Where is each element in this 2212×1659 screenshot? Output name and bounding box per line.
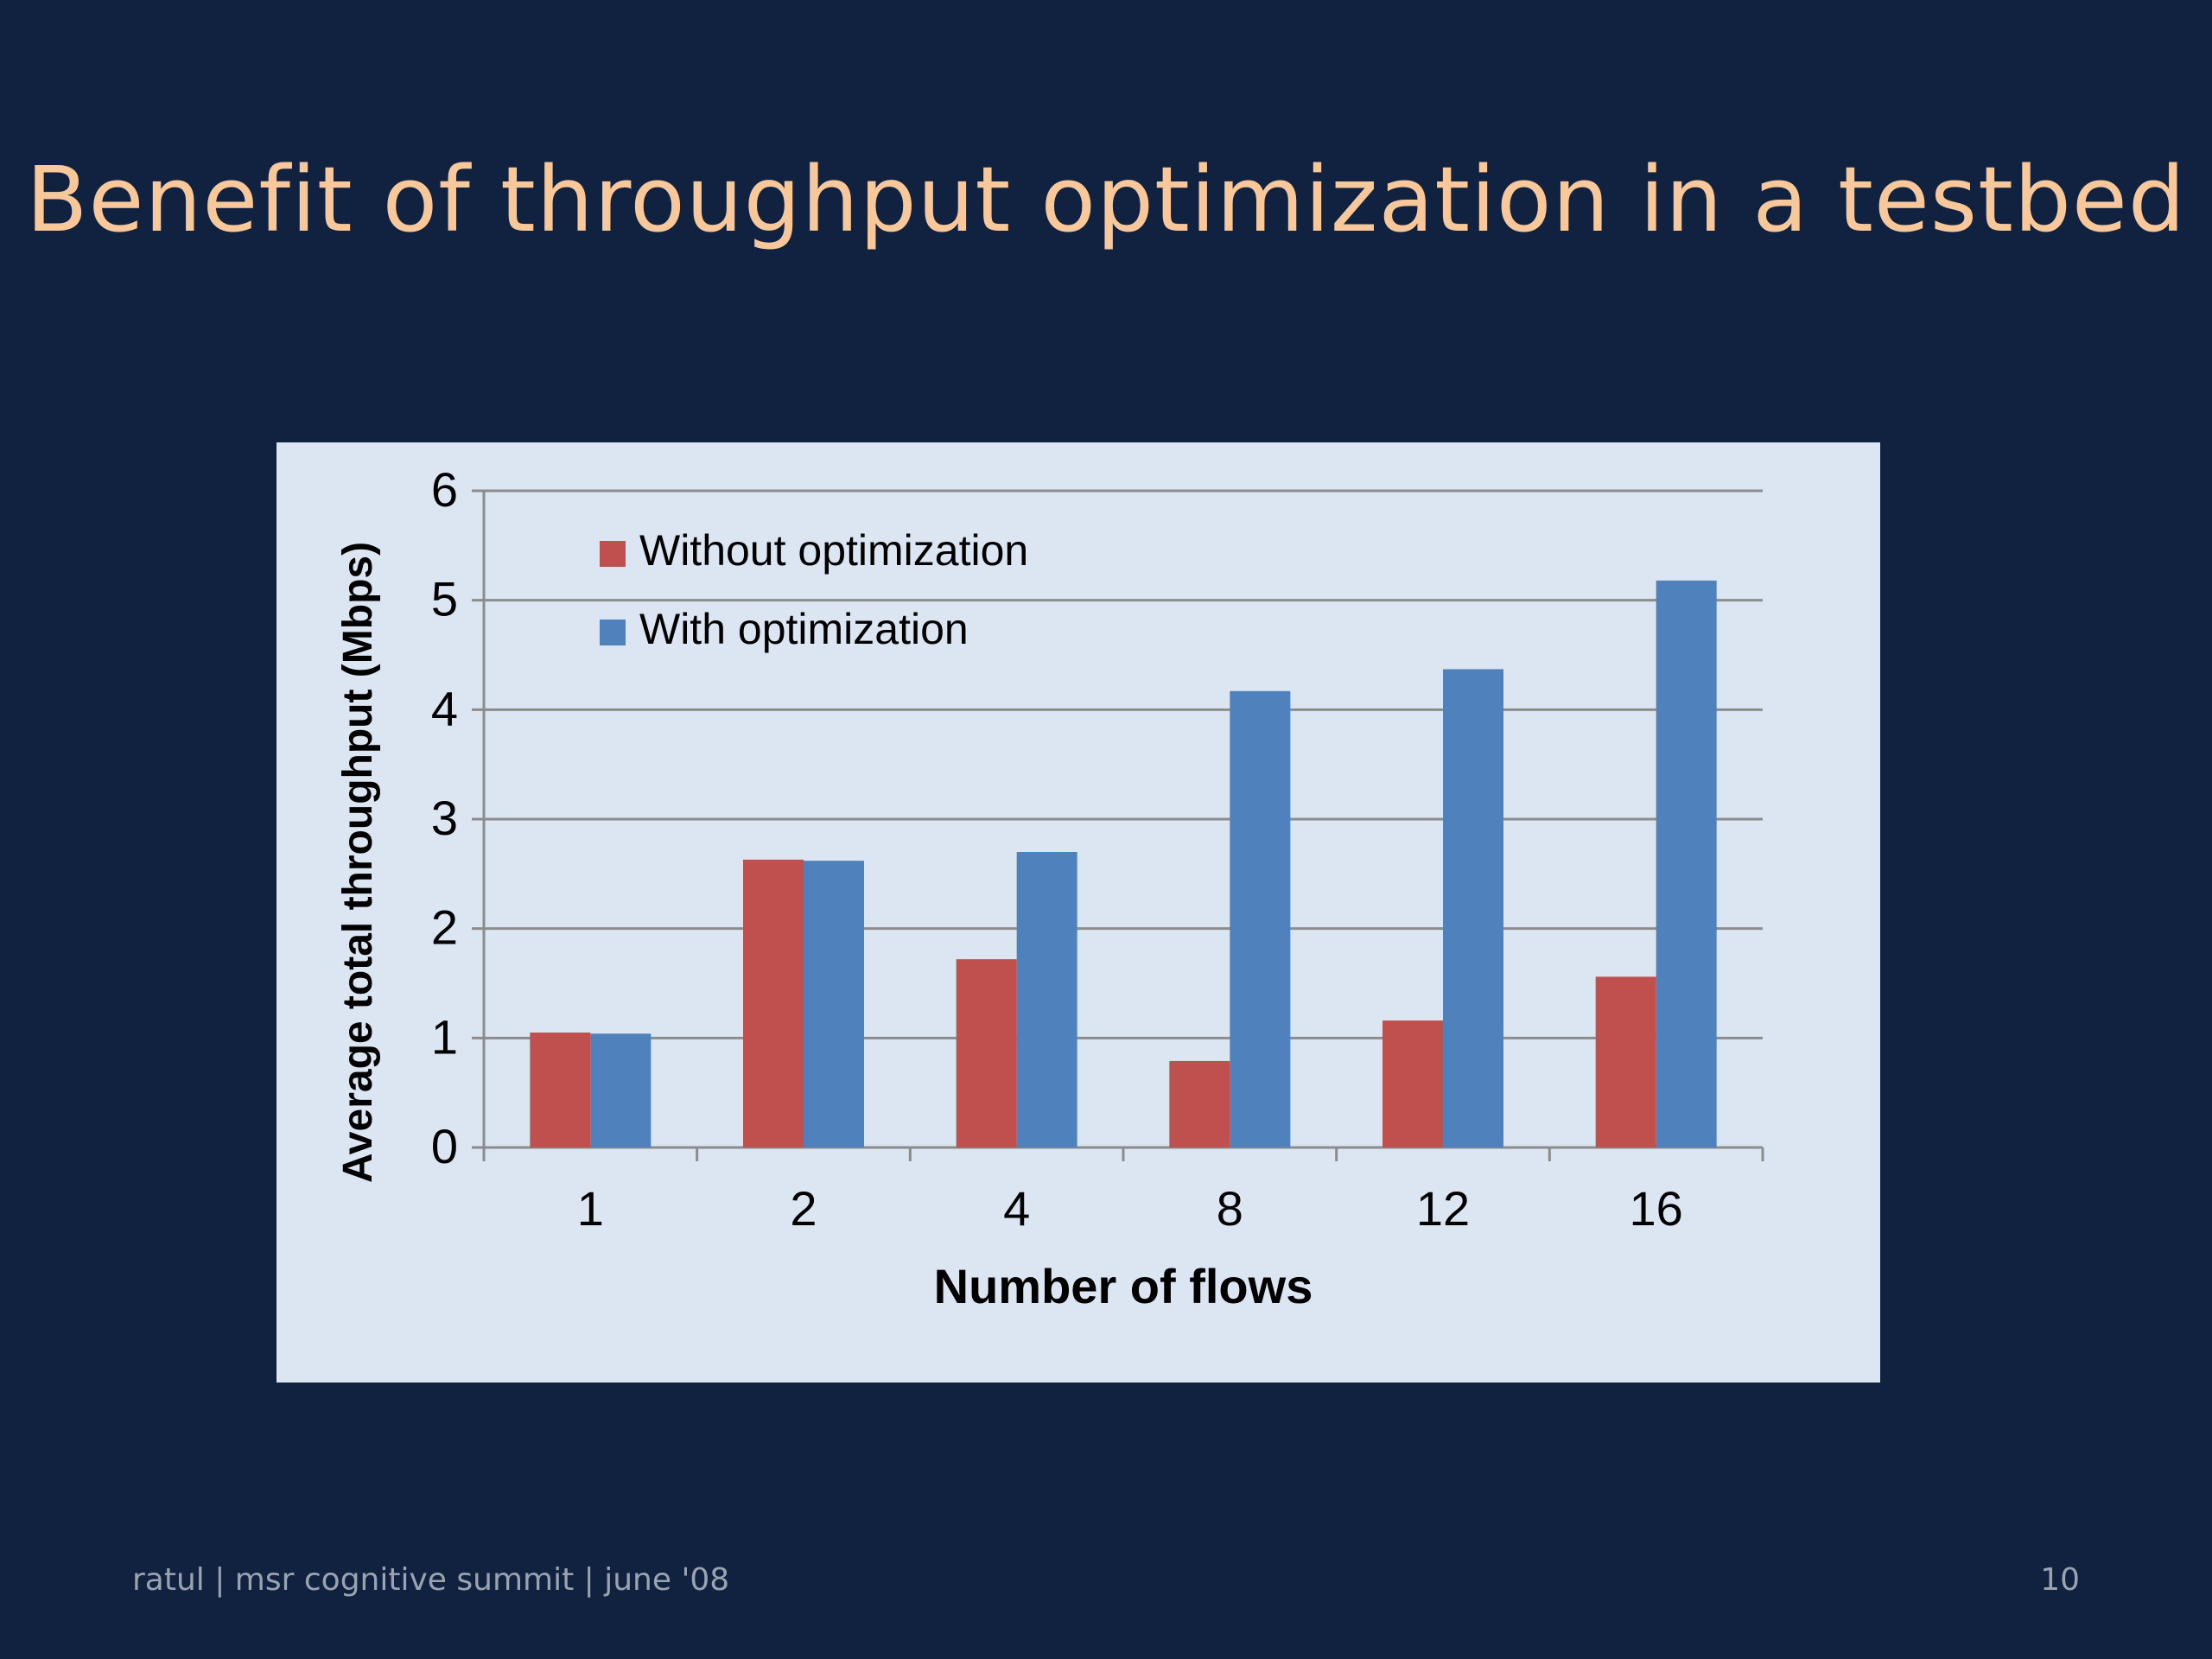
- bar-with-optimization: [1656, 580, 1717, 1147]
- y-tick-label: 1: [431, 1009, 458, 1064]
- chart-panel: 0 1 2 3 4 5 6 1 2 4 8 12 16 Number of flows Average to…: [276, 442, 1880, 1382]
- legend-swatch: [600, 620, 626, 645]
- slide-title: Benefit of throughput optimization in a …: [26, 147, 2186, 252]
- bar-without-optimization: [1382, 1020, 1443, 1147]
- bar-with-optimization: [1230, 690, 1291, 1147]
- bar-with-optimization: [590, 1033, 652, 1147]
- page-number: 10: [2040, 1562, 2080, 1598]
- bar-without-optimization: [1169, 1060, 1230, 1147]
- bar-with-optimization: [1443, 669, 1503, 1147]
- y-tick-label: 3: [431, 791, 458, 845]
- bar-with-optimization: [804, 861, 864, 1147]
- x-tick-label: 2: [790, 1181, 817, 1236]
- y-tick-label: 2: [431, 900, 458, 955]
- bar-without-optimization: [1595, 976, 1656, 1147]
- x-tick-label: 8: [1217, 1181, 1243, 1236]
- x-axis-title: Number of flows: [934, 1259, 1313, 1313]
- legend-swatch: [600, 541, 626, 567]
- bar-without-optimization: [530, 1033, 591, 1147]
- x-tick-label: 4: [1003, 1181, 1030, 1236]
- y-axis-title: Average total throughput (Mbps): [335, 542, 381, 1183]
- bar-without-optimization: [956, 959, 1017, 1147]
- legend-label: With optimization: [639, 605, 969, 653]
- y-tick-label: 0: [431, 1119, 458, 1173]
- x-tick-label: 16: [1630, 1181, 1683, 1236]
- y-tick-label: 6: [431, 462, 458, 517]
- bar-with-optimization: [1016, 852, 1077, 1147]
- x-tick-label: 1: [577, 1181, 604, 1236]
- y-tick-label: 4: [431, 681, 458, 735]
- bar-without-optimization: [743, 859, 804, 1147]
- footer-text: ratul | msr cognitive summit | june '08: [132, 1562, 730, 1598]
- x-tick-label: 12: [1416, 1181, 1470, 1236]
- y-tick-label: 5: [431, 572, 458, 626]
- legend-label: Without optimization: [639, 526, 1028, 575]
